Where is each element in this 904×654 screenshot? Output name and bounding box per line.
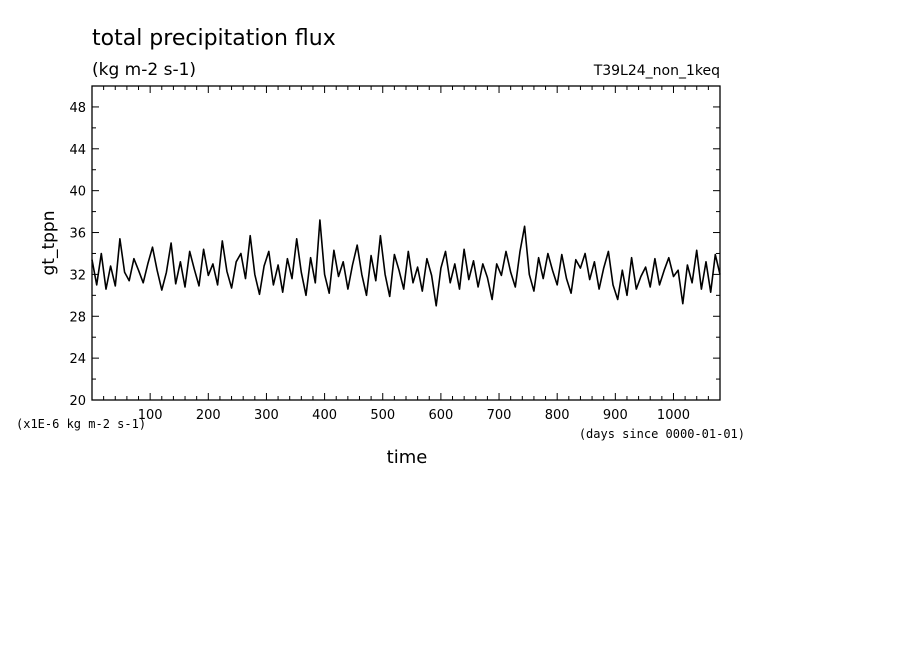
y-axis-label: gt_tppn <box>39 211 59 276</box>
x-tick-label: 800 <box>545 408 570 423</box>
y-tick-label: 32 <box>69 268 86 283</box>
x-tick-label: 200 <box>196 408 221 423</box>
x-tick-labels: 100 200 300 400 500 600 700 800 900 1000 <box>138 408 690 423</box>
y-tick-label: 48 <box>69 101 86 116</box>
y-tick-label: 24 <box>69 352 86 367</box>
plot-frame <box>91 85 721 401</box>
y-tick-label: 40 <box>69 185 86 200</box>
x-tick-label: 900 <box>603 408 628 423</box>
x-units-label: (days since 0000-01-01) <box>579 427 745 441</box>
x-tick-label: 700 <box>487 408 512 423</box>
y-tick-label: 20 <box>69 394 86 409</box>
y-tick-label: 36 <box>69 227 86 242</box>
y-tick-labels: 20 24 28 32 36 40 44 48 <box>69 101 86 409</box>
x-tick-label: 600 <box>428 408 453 423</box>
axis-ticks <box>92 85 720 401</box>
y-tick-label: 44 <box>69 143 86 158</box>
y-units-label: (x1E-6 kg m-2 s-1) <box>16 417 146 431</box>
x-tick-label: 300 <box>254 408 279 423</box>
y-tick-label: 28 <box>69 310 86 325</box>
chart-subtitle: (kg m-2 s-1) <box>92 60 196 80</box>
x-axis-label: time <box>387 447 428 468</box>
x-tick-label: 500 <box>370 408 395 423</box>
x-tick-label: 1000 <box>657 408 690 423</box>
chart-title: total precipitation flux <box>92 26 336 51</box>
x-tick-label: 100 <box>138 408 163 423</box>
x-tick-label: 400 <box>312 408 337 423</box>
series-line <box>91 219 721 307</box>
run-label: T39L24_non_1keq <box>593 63 720 79</box>
